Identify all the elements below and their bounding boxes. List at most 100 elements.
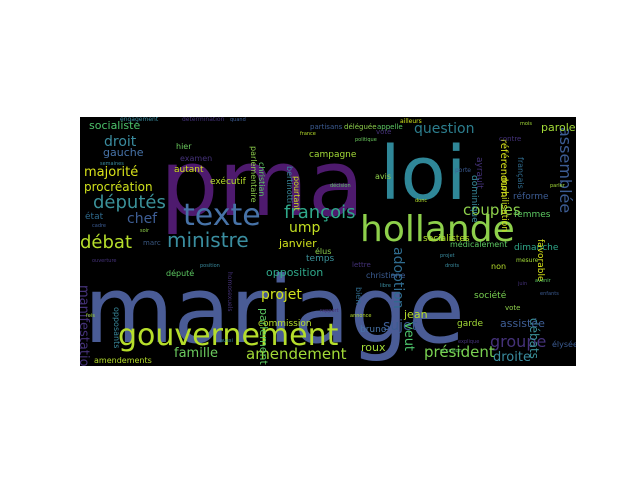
word-2: loi <box>380 131 466 217</box>
word-16: amendement <box>246 345 347 363</box>
word-84: quand <box>230 117 246 123</box>
word-94: donc <box>415 198 427 204</box>
word-101: enfants <box>540 291 559 297</box>
word-91: juin <box>517 281 527 287</box>
word-66: français <box>516 157 525 189</box>
word-92: projet <box>440 253 455 259</box>
word-30: manifestation <box>80 285 91 366</box>
word-64: mobilisation <box>499 177 509 232</box>
word-51: autant <box>174 165 204 175</box>
word-82: engagement <box>120 117 159 123</box>
word-19: droit <box>104 134 137 150</box>
word-9: majorité <box>84 165 138 180</box>
word-33: débats <box>527 318 541 359</box>
word-1: pma <box>160 130 364 237</box>
word-36: campagne <box>309 150 357 160</box>
word-87: semaines <box>100 161 124 167</box>
word-44: roux <box>361 341 386 354</box>
word-6: ministre <box>167 228 249 252</box>
word-32: jean <box>403 308 428 321</box>
word-46: garde <box>457 319 483 329</box>
word-95: ouverture <box>92 258 116 264</box>
word-52: christian <box>257 162 266 196</box>
word-104: homosexuels <box>226 272 233 312</box>
word-85: france <box>300 131 316 137</box>
word-8: députés <box>93 192 166 213</box>
word-108: libre <box>380 283 391 289</box>
word-102: fois <box>86 313 95 319</box>
word-76: pourtant <box>292 176 301 211</box>
word-58: non <box>491 262 506 271</box>
word-31: janvier <box>278 237 317 250</box>
word-105: annonce <box>350 313 371 319</box>
word-27: adoption <box>390 247 406 309</box>
word-28: opposition <box>266 266 323 279</box>
word-100: rapport <box>320 308 339 314</box>
word-35: référendum <box>498 139 510 198</box>
word-42: état <box>85 211 104 222</box>
word-17: famille <box>174 346 218 361</box>
word-41: veut <box>401 322 416 351</box>
word-97: parler <box>550 183 566 189</box>
word-22: procréation <box>84 180 153 194</box>
word-70: bien <box>354 287 363 304</box>
word-78: partisans <box>310 123 343 131</box>
word-89: mesure <box>516 257 539 264</box>
word-83: détermination <box>182 117 225 123</box>
word-23: socialiste <box>89 119 140 132</box>
word-109: mois <box>520 121 532 127</box>
word-29: parlement <box>257 308 270 366</box>
word-69: avis <box>375 172 391 181</box>
word-24: gauche <box>103 146 144 159</box>
word-96: position <box>200 263 220 269</box>
word-61: élus <box>315 246 331 256</box>
word-59: société <box>474 290 507 301</box>
word-110: cadre <box>92 223 106 229</box>
word-79: déléguée <box>344 123 377 131</box>
word-98: aussi <box>220 338 233 344</box>
word-49: exécutif <box>210 176 247 187</box>
word-40: socialistes <box>423 234 470 244</box>
word-18: projet <box>261 287 302 303</box>
word-34: assistée <box>500 317 545 330</box>
word-90: porte <box>455 167 471 174</box>
word-cloud: mariage pma loi gouvernement hollande texte mi… <box>80 117 576 366</box>
word-21: ump <box>289 220 321 236</box>
word-37: parole <box>541 121 576 134</box>
word-77: examen <box>180 154 212 163</box>
word-26: sujet <box>383 318 418 334</box>
word-55: favorable <box>535 239 545 282</box>
word-5: texte <box>183 198 261 233</box>
word-15: président <box>424 343 495 361</box>
word-67: élysée <box>552 339 576 349</box>
word-71: ayrault <box>474 157 484 189</box>
word-107: occasion <box>440 348 462 354</box>
word-7: débat <box>80 232 132 253</box>
word-50: hier <box>176 142 192 151</box>
word-14: assemblée <box>556 127 575 213</box>
word-57: réforme <box>513 191 549 202</box>
word-88: soir <box>140 228 150 234</box>
word-12: couples <box>463 201 521 219</box>
word-cloud-canvas: mariage pma loi gouvernement hollande textemi… <box>80 117 576 366</box>
word-103: droits <box>445 263 460 269</box>
word-62: député <box>166 268 194 278</box>
word-73: lettre <box>352 261 371 269</box>
word-39: médicalement <box>450 239 507 249</box>
word-81: ailleurs <box>400 118 422 125</box>
word-4: hollande <box>360 209 515 250</box>
word-60: opposants <box>112 307 121 348</box>
word-75: bertinotti <box>285 166 294 203</box>
word-11: question <box>414 121 474 137</box>
word-99: décision <box>330 182 351 189</box>
word-74: vote <box>505 304 520 312</box>
word-54: dimanche <box>514 243 559 253</box>
word-53: parlementaire <box>249 146 258 203</box>
word-20: chef <box>127 211 158 227</box>
word-56: femmes <box>514 210 551 220</box>
word-38: dominique <box>469 175 479 223</box>
word-86: politique <box>355 137 377 143</box>
word-25: droite <box>493 350 531 365</box>
word-80: appelle <box>377 123 403 131</box>
word-48: commission <box>258 319 312 329</box>
